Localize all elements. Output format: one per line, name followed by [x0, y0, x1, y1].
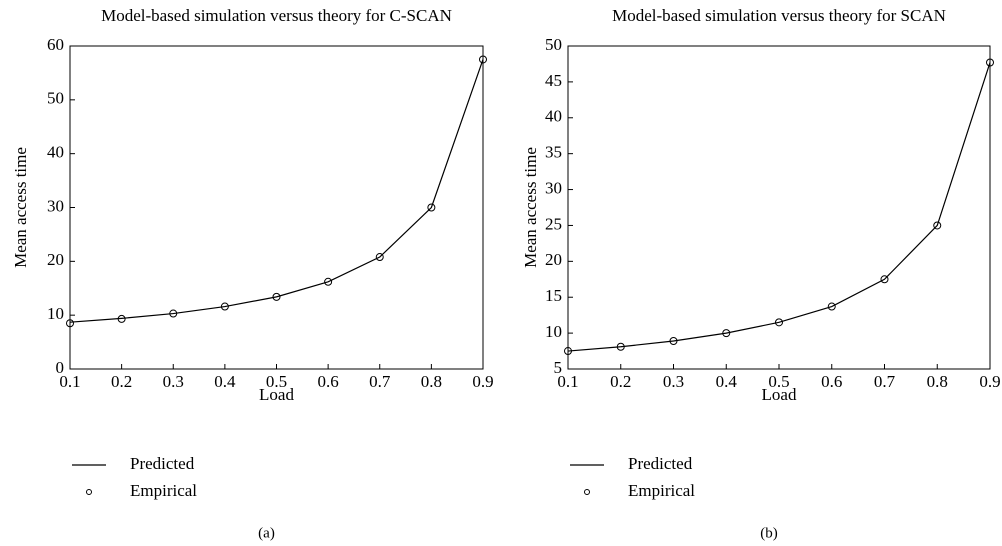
legend-label: Empirical: [628, 481, 695, 500]
y-tick-label: 5: [554, 358, 563, 377]
caption: (b): [760, 525, 778, 541]
empirical-marker: [722, 329, 731, 338]
y-tick-label: 35: [545, 143, 562, 162]
y-tick-label: 20: [545, 250, 562, 269]
x-tick-label: 0.4: [214, 372, 236, 391]
x-tick-label: 0.8: [927, 372, 948, 391]
y-tick-label: 10: [545, 322, 562, 341]
x-tick-label: 0.3: [163, 372, 184, 391]
x-tick-label: 0.9: [979, 372, 1000, 391]
x-tick-label: 0.3: [663, 372, 684, 391]
x-axis-label: Load: [762, 385, 797, 404]
y-tick-label: 50: [47, 89, 64, 108]
x-tick-label: 0.7: [874, 372, 896, 391]
legend-label: Empirical: [130, 481, 197, 500]
empirical-marker: [880, 275, 889, 284]
empirical-marker: [669, 337, 678, 346]
x-tick-label: 0.2: [610, 372, 631, 391]
empirical-marker: [827, 302, 836, 311]
y-tick-label: 15: [545, 286, 562, 305]
y-tick-label: 25: [545, 214, 562, 233]
y-tick-label: 60: [47, 35, 64, 54]
empirical-marker: [272, 292, 281, 301]
x-tick-label: 0.5: [266, 372, 287, 391]
x-tick-label: 0.8: [421, 372, 442, 391]
y-tick-label: 45: [545, 71, 562, 90]
caption: (a): [258, 525, 275, 541]
x-tick-label: 0.6: [318, 372, 339, 391]
y-tick-label: 10: [47, 304, 64, 323]
x-tick-label: 0.4: [716, 372, 738, 391]
chart-title: Model-based simulation versus theory for…: [101, 6, 452, 25]
predicted-line: [69, 59, 484, 323]
empirical-marker: [427, 203, 436, 212]
x-tick-label: 0.1: [59, 372, 80, 391]
empirical-marker: [775, 318, 783, 327]
x-tick-label: 0.1: [557, 372, 578, 391]
y-tick-label: 40: [47, 143, 64, 162]
x-axis-label: Load: [259, 385, 294, 404]
y-tick-label: 0: [56, 358, 65, 377]
empirical-marker: [564, 347, 572, 356]
empirical-marker: [117, 314, 126, 323]
x-tick-label: 0.7: [369, 372, 391, 391]
empirical-marker: [616, 342, 625, 351]
x-tick-label: 0.9: [472, 372, 493, 391]
legend-marker: [584, 489, 590, 495]
empirical-marker: [66, 319, 74, 328]
x-tick-label: 0.5: [768, 372, 789, 391]
y-tick-label: 20: [47, 250, 64, 269]
empirical-marker: [479, 55, 487, 64]
empirical-marker: [169, 309, 178, 318]
legend-marker: [86, 489, 92, 495]
empirical-marker: [933, 221, 942, 230]
empirical-marker: [324, 277, 333, 286]
y-axis-label: Mean access time: [11, 147, 30, 268]
predicted-line: [567, 62, 991, 352]
y-axis-label: Mean access time: [521, 147, 540, 268]
empirical-marker: [986, 58, 994, 67]
y-tick-label: 30: [47, 196, 64, 215]
legend-label: Predicted: [628, 454, 693, 473]
plot-frame: [567, 45, 991, 370]
legend-label: Predicted: [130, 454, 195, 473]
y-tick-label: 30: [545, 178, 562, 197]
y-tick-label: 40: [545, 107, 562, 126]
plot-frame: [69, 45, 484, 370]
empirical-marker: [375, 253, 384, 262]
x-tick-label: 0.6: [821, 372, 842, 391]
chart-title: Model-based simulation versus theory for…: [612, 6, 946, 25]
x-tick-label: 0.2: [111, 372, 132, 391]
y-tick-label: 50: [545, 35, 562, 54]
empirical-marker: [220, 302, 229, 311]
